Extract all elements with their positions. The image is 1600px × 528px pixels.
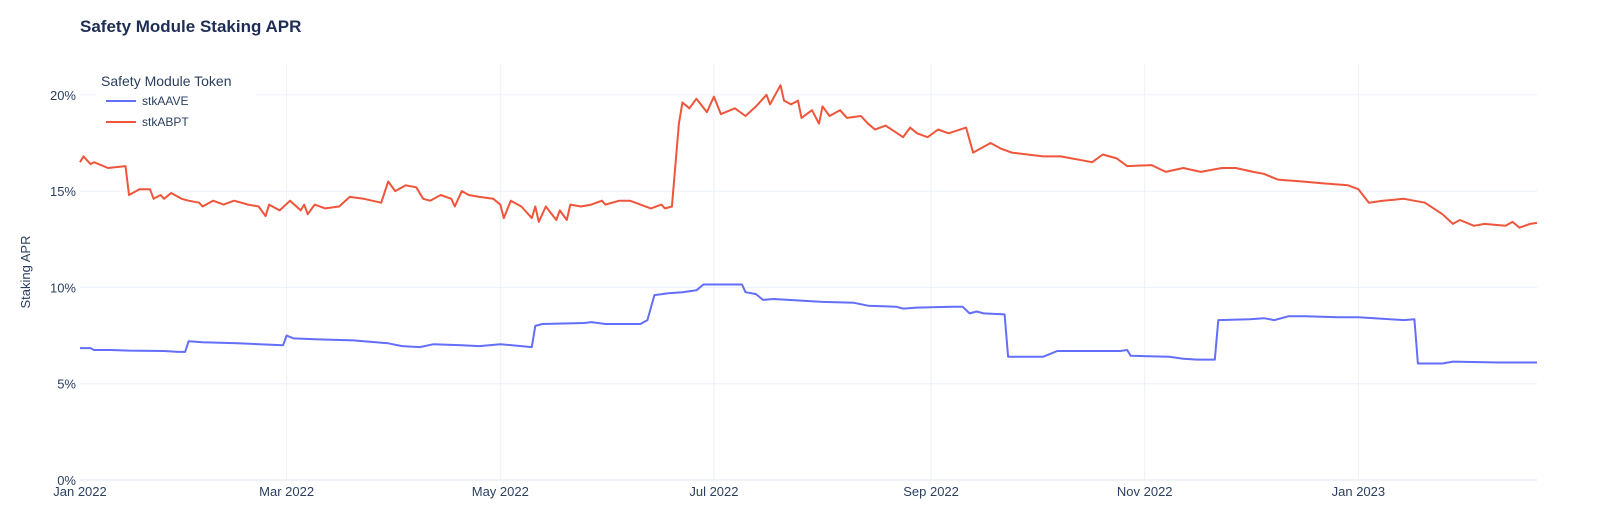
series-line-stkaave — [80, 283, 1537, 365]
x-axis-ticks: Jan 2022 Mar 2022 May 2022 Jul 2022 Sep 2022… — [53, 484, 1385, 499]
y-tick-label: 20% — [50, 88, 76, 103]
chart-title: Safety Module Staking APR — [80, 17, 301, 36]
legend-item-stkabpt[interactable]: stkABPT — [142, 115, 189, 129]
x-tick-label: Mar 2022 — [259, 484, 314, 499]
x-tick-label: Sep 2022 — [903, 484, 959, 499]
x-tick-label: May 2022 — [472, 484, 529, 499]
y-tick-label: 0% — [57, 473, 76, 488]
legend-title: Safety Module Token — [101, 73, 232, 89]
y-tick-label: 10% — [50, 280, 76, 295]
gridlines — [80, 64, 1537, 481]
y-tick-label: 5% — [57, 377, 76, 392]
x-tick-label: Jul 2022 — [689, 484, 738, 499]
y-axis-ticks: 0% 5% 10% 15% 20% — [50, 88, 76, 488]
legend: Safety Module Token stkAAVE stkABPT — [96, 68, 256, 130]
y-axis-label: Staking APR — [18, 236, 33, 309]
x-tick-label: Jan 2023 — [1332, 484, 1386, 499]
legend-item-stkaave[interactable]: stkAAVE — [142, 94, 188, 108]
legend-background — [96, 68, 256, 130]
series-lines — [79, 84, 1538, 365]
x-tick-label: Nov 2022 — [1117, 484, 1173, 499]
y-tick-label: 15% — [50, 184, 76, 199]
series-line-stkabpt — [79, 84, 1538, 229]
x-tick-label: Jan 2022 — [53, 484, 107, 499]
